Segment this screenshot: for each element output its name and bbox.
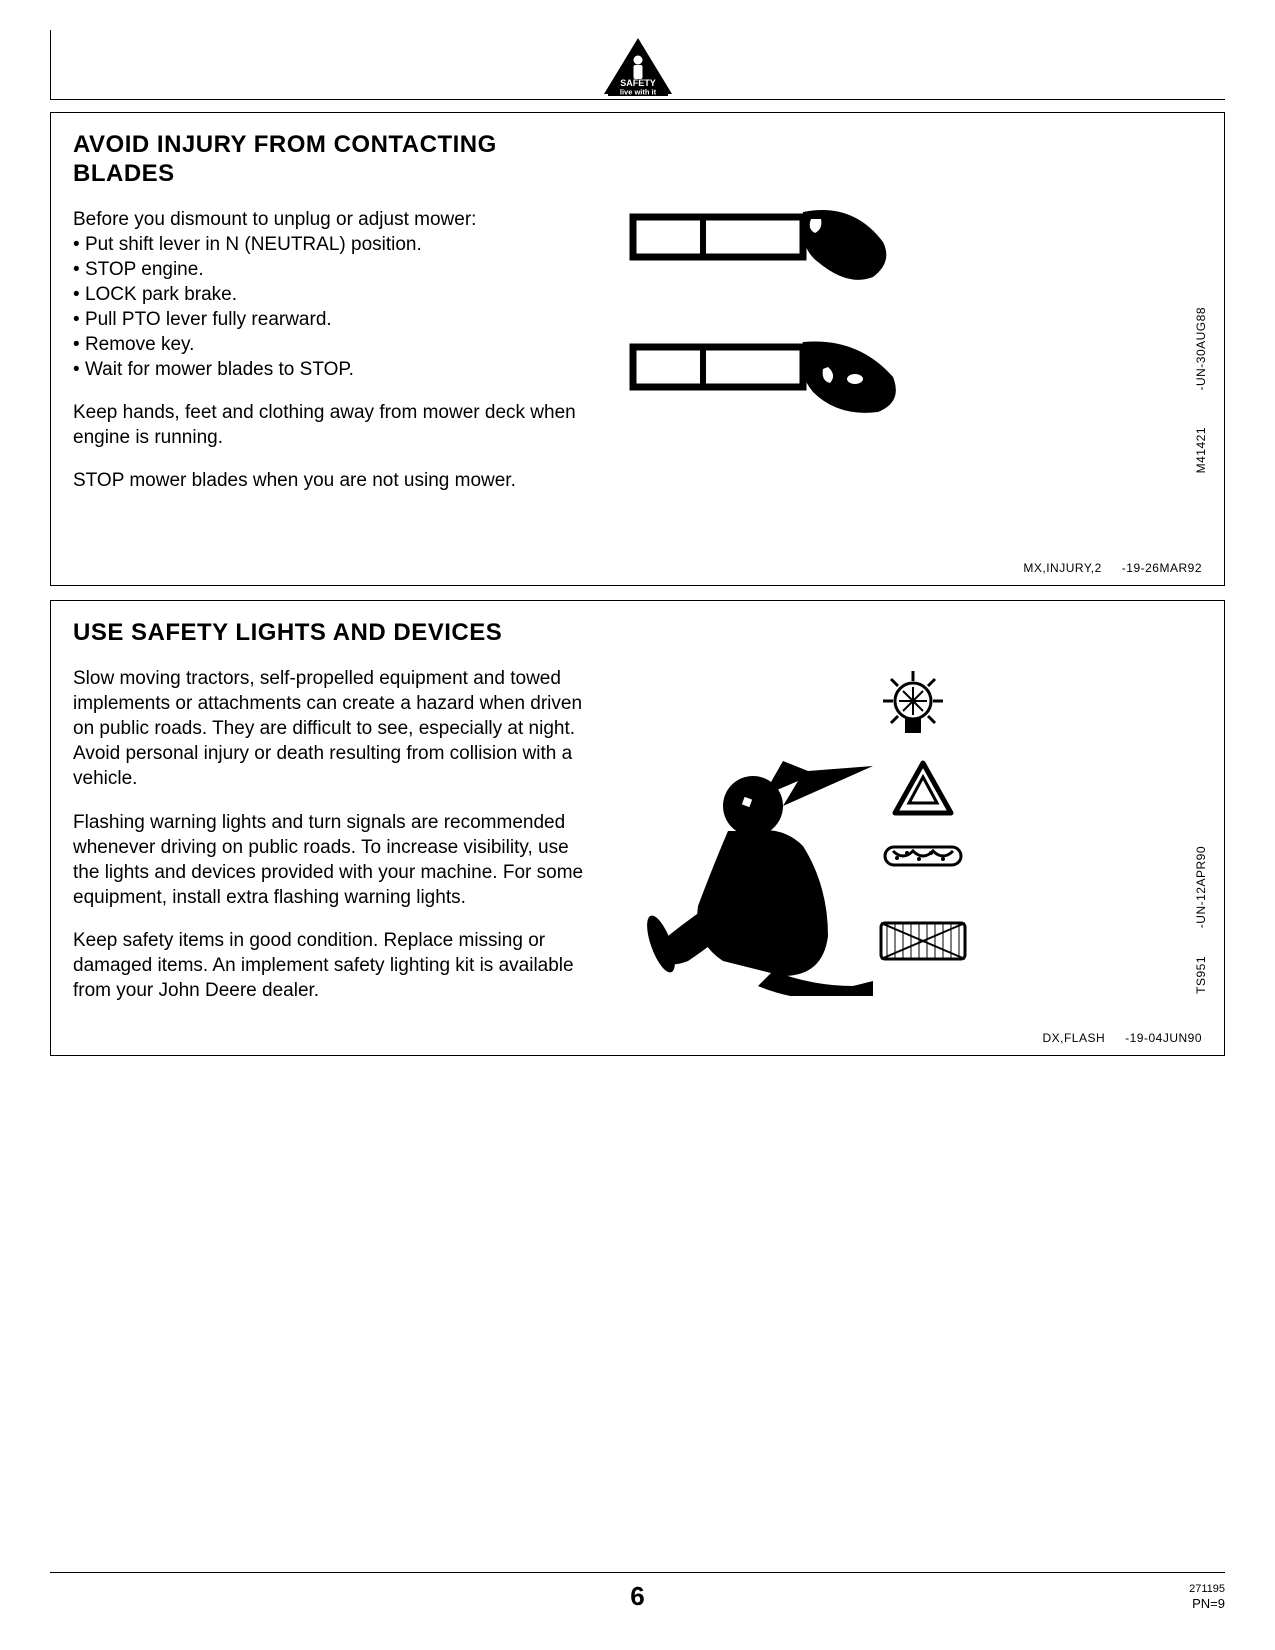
safety-badge-icon: SAFETY live with it	[602, 36, 674, 103]
section-avoid-injury: AVOID INJURY FROM CONTACTING BLADES Befo…	[50, 112, 1225, 586]
section-title: AVOID INJURY FROM CONTACTING BLADES	[73, 131, 593, 189]
illustration-column: -UN-12APR90 TS951	[623, 666, 1202, 1021]
image-code-label: M41421	[1194, 427, 1208, 473]
footer-date: -19-26MAR92	[1122, 561, 1202, 575]
footer-code: DX,FLASH	[1042, 1031, 1105, 1045]
illustration-column: -UN-30AUG88 M41421	[623, 207, 1202, 512]
paragraph: Slow moving tractors, self-propelled equ…	[73, 666, 593, 791]
section-footer: MX,INJURY,2 -19-26MAR92	[73, 561, 1202, 575]
section-body: Slow moving tractors, self-propelled equ…	[73, 666, 1202, 1021]
paragraph: STOP mower blades when you are not using…	[73, 468, 593, 493]
page-number: 6	[50, 1581, 1225, 1612]
section-body: Before you dismount to unplug or adjust …	[73, 207, 1202, 512]
safety-lights-icon	[623, 666, 1003, 996]
intro-text: Before you dismount to unplug or adjust …	[73, 207, 593, 232]
image-code-label: TS951	[1194, 956, 1208, 994]
footer-code: MX,INJURY,2	[1023, 561, 1101, 575]
svg-text:live with it: live with it	[620, 88, 657, 97]
list-item: LOCK park brake.	[73, 282, 593, 307]
bullet-list: Put shift lever in N (NEUTRAL) position.…	[73, 232, 593, 382]
blade-hazard-icon	[623, 207, 943, 457]
image-code-label: -UN-12APR90	[1194, 846, 1208, 928]
svg-text:SAFETY: SAFETY	[620, 78, 656, 88]
text-column: Before you dismount to unplug or adjust …	[73, 207, 593, 512]
section-footer: DX,FLASH -19-04JUN90	[73, 1031, 1202, 1045]
paragraph: Keep hands, feet and clothing away from …	[73, 400, 593, 450]
section-title: USE SAFETY LIGHTS AND DEVICES	[73, 619, 593, 648]
footer-date: -19-04JUN90	[1125, 1031, 1202, 1045]
list-item: STOP engine.	[73, 257, 593, 282]
section-safety-lights: USE SAFETY LIGHTS AND DEVICES Slow movin…	[50, 600, 1225, 1056]
list-item: Remove key.	[73, 332, 593, 357]
footer-meta: 271195 PN=9	[1189, 1582, 1225, 1613]
pn-label: PN=9	[1189, 1596, 1225, 1613]
image-code-label: -UN-30AUG88	[1194, 307, 1208, 391]
paragraph: Keep safety items in good condition. Rep…	[73, 928, 593, 1003]
header-rule: SAFETY live with it	[50, 30, 1225, 100]
page-footer: 6 271195 PN=9	[50, 1572, 1225, 1612]
text-column: Slow moving tractors, self-propelled equ…	[73, 666, 593, 1021]
page: SAFETY live with it AVOID INJURY FROM CO…	[0, 0, 1275, 1650]
list-item: Wait for mower blades to STOP.	[73, 357, 593, 382]
list-item: Put shift lever in N (NEUTRAL) position.	[73, 232, 593, 257]
list-item: Pull PTO lever fully rearward.	[73, 307, 593, 332]
doc-code: 271195	[1189, 1582, 1225, 1596]
footer-rule	[50, 1572, 1225, 1573]
paragraph: Flashing warning lights and turn signals…	[73, 810, 593, 910]
